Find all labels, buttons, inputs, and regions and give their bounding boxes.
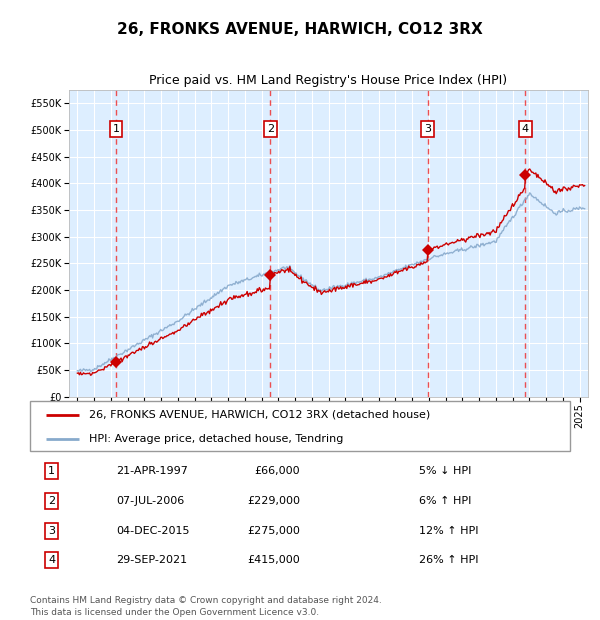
Text: 1: 1	[112, 124, 119, 134]
Text: £275,000: £275,000	[247, 526, 300, 536]
Text: 2: 2	[48, 496, 55, 507]
Text: 1: 1	[48, 466, 55, 476]
Text: 26% ↑ HPI: 26% ↑ HPI	[419, 555, 478, 565]
Text: 04-DEC-2015: 04-DEC-2015	[116, 526, 190, 536]
Text: Contains HM Land Registry data © Crown copyright and database right 2024.: Contains HM Land Registry data © Crown c…	[30, 596, 382, 606]
Text: 26, FRONKS AVENUE, HARWICH, CO12 3RX: 26, FRONKS AVENUE, HARWICH, CO12 3RX	[117, 22, 483, 37]
Text: 5% ↓ HPI: 5% ↓ HPI	[419, 466, 471, 476]
Text: 07-JUL-2006: 07-JUL-2006	[116, 496, 185, 507]
Text: 3: 3	[48, 526, 55, 536]
Text: 29-SEP-2021: 29-SEP-2021	[116, 555, 188, 565]
Text: This data is licensed under the Open Government Licence v3.0.: This data is licensed under the Open Gov…	[30, 608, 319, 617]
FancyBboxPatch shape	[30, 401, 570, 451]
Text: 4: 4	[48, 555, 55, 565]
Text: £229,000: £229,000	[247, 496, 300, 507]
Text: 26, FRONKS AVENUE, HARWICH, CO12 3RX (detached house): 26, FRONKS AVENUE, HARWICH, CO12 3RX (de…	[89, 410, 431, 420]
Text: £66,000: £66,000	[254, 466, 300, 476]
Text: 6% ↑ HPI: 6% ↑ HPI	[419, 496, 471, 507]
Text: 2: 2	[266, 124, 274, 134]
Text: HPI: Average price, detached house, Tendring: HPI: Average price, detached house, Tend…	[89, 433, 344, 444]
Text: 21-APR-1997: 21-APR-1997	[116, 466, 188, 476]
Text: 3: 3	[424, 124, 431, 134]
Text: £415,000: £415,000	[247, 555, 300, 565]
Title: Price paid vs. HM Land Registry's House Price Index (HPI): Price paid vs. HM Land Registry's House …	[149, 74, 508, 87]
Text: 4: 4	[521, 124, 529, 134]
Text: 12% ↑ HPI: 12% ↑ HPI	[419, 526, 478, 536]
